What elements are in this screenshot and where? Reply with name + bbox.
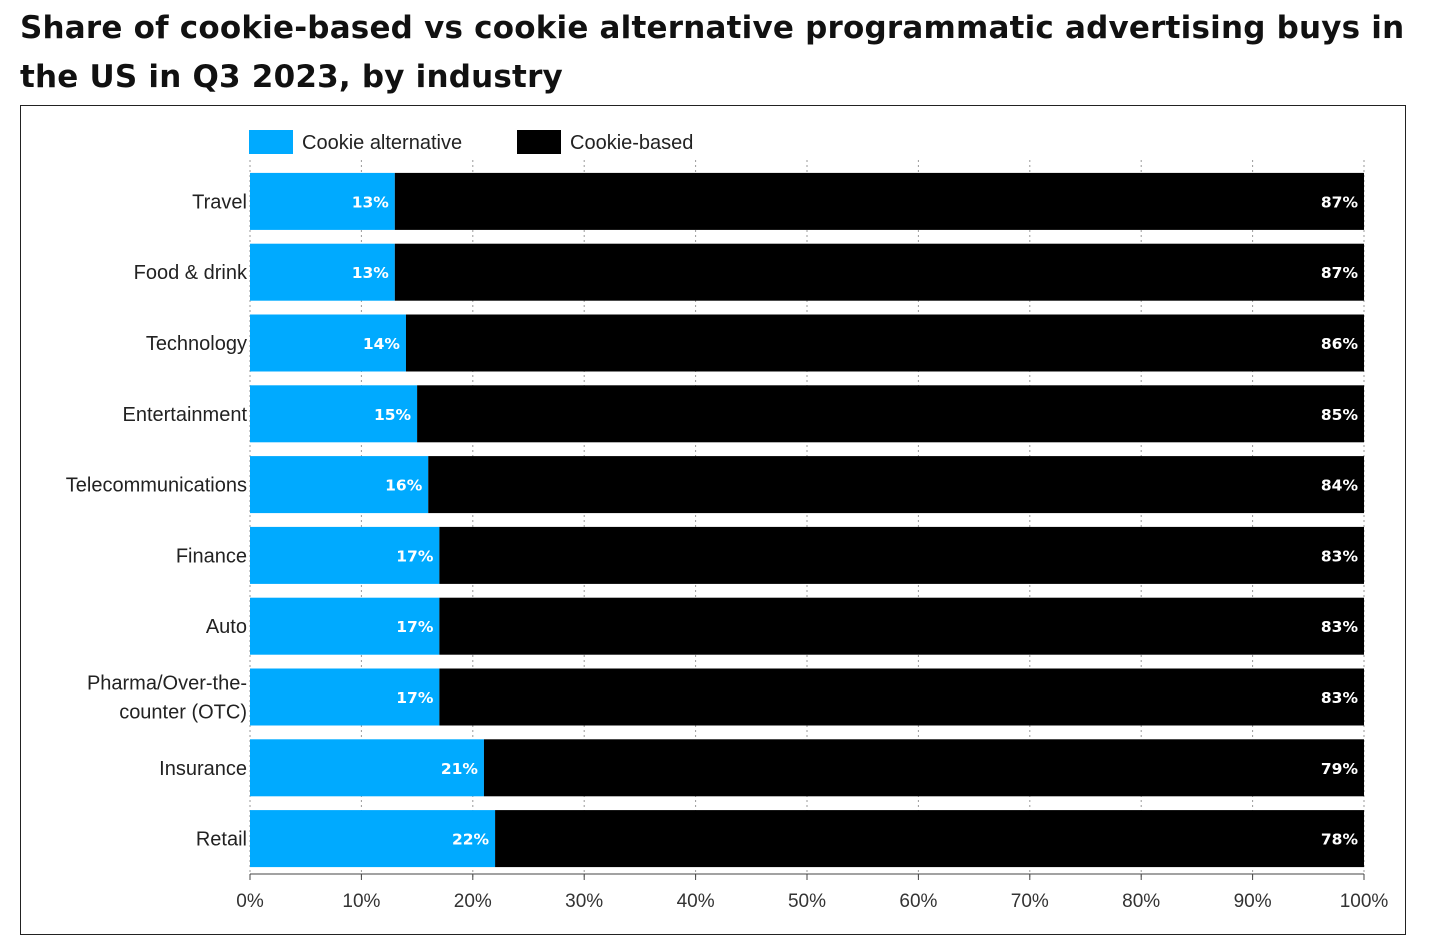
- legend-label-cookie-based: Cookie-based: [570, 132, 693, 154]
- bar-cookie-based-food-drink[interactable]: [394, 243, 1364, 301]
- data-label-cookie-based-entertainment: 85%: [1321, 406, 1359, 424]
- category-label-retail: Retail: [196, 829, 247, 851]
- x-tick-label-3: 30%: [565, 891, 603, 912]
- data-label-cookie-based-travel: 87%: [1321, 193, 1359, 211]
- bar-cookie-based-travel[interactable]: [394, 172, 1364, 230]
- data-label-cookie-based-auto: 83%: [1321, 618, 1359, 636]
- data-label-cookie-based-technology: 86%: [1321, 335, 1359, 353]
- data-label-cookie-alternative-retail: 22%: [452, 831, 490, 849]
- data-label-cookie-alternative-pharma-over-the-counter-otc: 17%: [396, 689, 434, 707]
- data-label-cookie-based-telecommunications: 84%: [1321, 477, 1359, 495]
- category-label-auto: Auto: [206, 616, 247, 638]
- data-label-cookie-alternative-auto: 17%: [396, 618, 434, 636]
- bar-cookie-alternative-technology[interactable]: [250, 314, 406, 372]
- data-label-cookie-alternative-finance: 17%: [396, 547, 434, 565]
- data-label-cookie-alternative-travel: 13%: [352, 193, 390, 211]
- category-label-pharma-over-the-counter-otc-line-0: Pharma/Over-the-: [87, 673, 247, 695]
- x-tick-label-4: 40%: [677, 891, 715, 912]
- data-label-cookie-based-pharma-over-the-counter-otc: 83%: [1321, 689, 1359, 707]
- category-label-pharma-over-the-counter-otc-line-1: counter (OTC): [119, 702, 247, 724]
- category-label-insurance: Insurance: [159, 758, 247, 780]
- data-label-cookie-alternative-insurance: 21%: [441, 760, 479, 778]
- x-tick-label-1: 10%: [342, 891, 380, 912]
- bar-cookie-based-finance[interactable]: [439, 526, 1364, 584]
- x-tick-label-10: 100%: [1340, 891, 1389, 912]
- x-tick-label-9: 90%: [1234, 891, 1272, 912]
- data-label-cookie-based-food-drink: 87%: [1321, 264, 1359, 282]
- bar-cookie-alternative-travel[interactable]: [250, 172, 395, 230]
- category-label-travel: Travel: [192, 191, 247, 213]
- bar-cookie-alternative-insurance[interactable]: [250, 739, 484, 797]
- legend-swatch-cookie-alternative: [249, 130, 293, 154]
- data-label-cookie-based-finance: 83%: [1321, 547, 1359, 565]
- bar-cookie-based-pharma-over-the-counter-otc[interactable]: [439, 668, 1364, 726]
- bar-cookie-alternative-entertainment[interactable]: [250, 385, 418, 443]
- bar-cookie-based-insurance[interactable]: [483, 739, 1364, 797]
- data-label-cookie-alternative-food-drink: 13%: [352, 264, 390, 282]
- bar-cookie-based-technology[interactable]: [405, 314, 1365, 372]
- legend-swatch-cookie-based: [517, 130, 561, 154]
- data-label-cookie-alternative-technology: 14%: [363, 335, 401, 353]
- x-tick-label-8: 80%: [1122, 891, 1160, 912]
- category-label-telecommunications: Telecommunications: [66, 475, 247, 497]
- bar-cookie-alternative-auto[interactable]: [250, 597, 440, 655]
- bar-cookie-alternative-food-drink[interactable]: [250, 243, 395, 301]
- bar-cookie-based-telecommunications[interactable]: [428, 456, 1364, 514]
- bar-cookie-alternative-finance[interactable]: [250, 526, 440, 584]
- x-tick-label-0: 0%: [236, 891, 264, 912]
- x-tick-label-2: 20%: [454, 891, 492, 912]
- category-label-entertainment: Entertainment: [122, 404, 247, 426]
- x-tick-label-5: 50%: [788, 891, 826, 912]
- bar-cookie-based-retail[interactable]: [495, 810, 1365, 868]
- bar-cookie-alternative-pharma-over-the-counter-otc[interactable]: [250, 668, 440, 726]
- x-tick-label-7: 70%: [1011, 891, 1049, 912]
- chart-title: Share of cookie-based vs cookie alternat…: [20, 10, 1405, 95]
- bar-cookie-alternative-telecommunications[interactable]: [250, 456, 429, 514]
- category-label-technology: Technology: [146, 333, 247, 355]
- bar-cookie-alternative-retail[interactable]: [250, 810, 496, 868]
- category-label-food-drink: Food & drink: [134, 262, 248, 284]
- bar-cookie-based-auto[interactable]: [439, 597, 1364, 655]
- data-label-cookie-alternative-entertainment: 15%: [374, 406, 412, 424]
- category-label-finance: Finance: [176, 545, 247, 567]
- data-label-cookie-based-insurance: 79%: [1321, 760, 1359, 778]
- data-label-cookie-based-retail: 78%: [1321, 831, 1359, 849]
- data-label-cookie-alternative-telecommunications: 16%: [385, 477, 423, 495]
- legend-label-cookie-alternative: Cookie alternative: [302, 132, 462, 154]
- bar-cookie-based-entertainment[interactable]: [417, 385, 1365, 443]
- x-tick-label-6: 60%: [899, 891, 937, 912]
